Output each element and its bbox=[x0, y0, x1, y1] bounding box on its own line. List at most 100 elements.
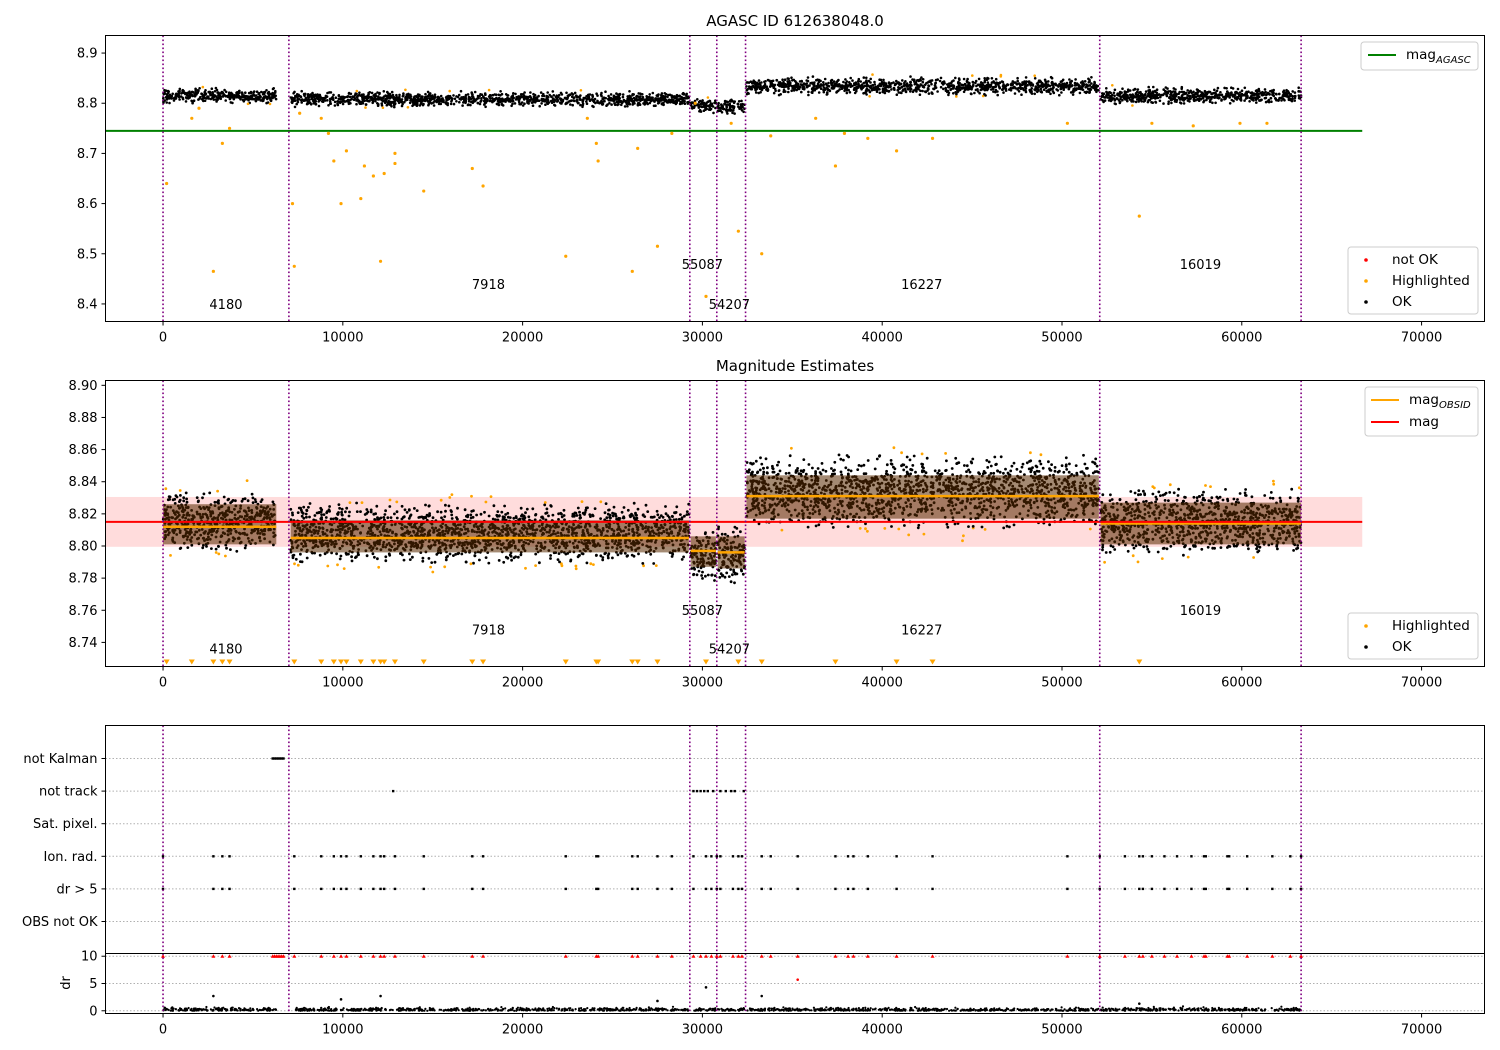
x-tick-label: 30000 bbox=[682, 331, 723, 346]
ok-point bbox=[521, 104, 525, 107]
ok-point bbox=[842, 80, 845, 84]
highlighted-point bbox=[574, 564, 578, 568]
ok-point bbox=[885, 89, 888, 93]
ok-point bbox=[568, 93, 571, 97]
ok-point bbox=[385, 97, 389, 100]
ok-point bbox=[581, 511, 585, 515]
ok-point bbox=[981, 82, 984, 85]
ok-point bbox=[328, 99, 332, 103]
ok-point bbox=[289, 507, 293, 511]
ok-point bbox=[991, 87, 995, 91]
ok-point bbox=[246, 96, 250, 99]
ok-point bbox=[313, 98, 317, 101]
ok-point bbox=[446, 102, 450, 105]
ok-point bbox=[371, 99, 375, 103]
ok-point bbox=[339, 100, 343, 104]
ok-point bbox=[1137, 95, 1141, 98]
ok-point bbox=[256, 98, 260, 101]
ok-point bbox=[500, 92, 504, 96]
ok-point bbox=[608, 101, 611, 105]
ok-point bbox=[677, 98, 680, 102]
ok-point bbox=[442, 99, 445, 102]
ok-point bbox=[1172, 93, 1175, 96]
ok-point bbox=[461, 96, 464, 100]
ok-point bbox=[1012, 86, 1015, 89]
ok-point bbox=[497, 100, 501, 104]
ok-point bbox=[317, 104, 321, 108]
ok-point bbox=[315, 511, 319, 515]
ok-point bbox=[165, 101, 168, 104]
highlighted-point bbox=[326, 564, 330, 568]
ok-point bbox=[162, 92, 166, 96]
ok-point bbox=[879, 78, 883, 82]
ok-point bbox=[832, 80, 836, 83]
ok-point bbox=[207, 97, 210, 100]
ok-point bbox=[1044, 80, 1048, 84]
ok-point bbox=[615, 100, 618, 104]
ok-point bbox=[1196, 88, 1200, 92]
ok-point bbox=[756, 85, 760, 89]
ok-point bbox=[1016, 76, 1019, 80]
ok-point bbox=[1269, 97, 1273, 100]
ok-point bbox=[549, 557, 552, 560]
ok-point bbox=[212, 98, 216, 101]
ok-point bbox=[870, 88, 874, 92]
ok-point bbox=[426, 90, 430, 94]
ok-point bbox=[1118, 101, 1122, 105]
ok-point bbox=[603, 100, 606, 103]
ok-point bbox=[1024, 90, 1028, 94]
ok-point bbox=[918, 85, 921, 88]
ok-point bbox=[1186, 89, 1189, 92]
ok-point bbox=[534, 513, 538, 516]
ok-point bbox=[336, 103, 340, 107]
ok-point bbox=[1139, 90, 1142, 94]
ok-point bbox=[1159, 95, 1162, 99]
ok-point bbox=[905, 83, 909, 87]
ok-point bbox=[607, 94, 610, 98]
ok-point bbox=[540, 98, 543, 102]
ok-point bbox=[847, 88, 850, 92]
ok-point bbox=[1274, 97, 1277, 100]
ok-point bbox=[974, 88, 978, 92]
ok-point bbox=[578, 513, 582, 517]
ok-point bbox=[614, 95, 618, 99]
ok-point bbox=[621, 93, 625, 96]
ok-point bbox=[1143, 98, 1147, 101]
ok-point bbox=[470, 100, 473, 104]
ok-point bbox=[184, 100, 188, 103]
highlighted-point bbox=[971, 74, 974, 77]
highlighted-point bbox=[393, 161, 397, 166]
ok-point bbox=[1209, 96, 1213, 99]
ok-point bbox=[530, 101, 534, 104]
ok-point bbox=[977, 77, 981, 81]
ok-point bbox=[740, 99, 743, 103]
ok-point bbox=[487, 514, 491, 518]
ok-point bbox=[444, 96, 448, 99]
ok-point bbox=[265, 89, 268, 92]
ok-point bbox=[825, 83, 828, 87]
highlighted-point bbox=[599, 500, 603, 504]
ok-point bbox=[635, 94, 639, 98]
ok-point bbox=[463, 508, 467, 512]
highlighted-point bbox=[760, 252, 764, 256]
ok-point bbox=[1271, 93, 1275, 97]
highlighted-point bbox=[290, 201, 295, 206]
ok-point bbox=[1157, 93, 1161, 96]
ok-point bbox=[549, 99, 553, 103]
ok-point bbox=[497, 103, 501, 107]
ok-point bbox=[1278, 92, 1281, 96]
ok-point bbox=[722, 107, 725, 111]
obsid-scatter-55087 bbox=[689, 96, 718, 115]
ok-point bbox=[548, 93, 551, 97]
ok-point bbox=[1040, 90, 1044, 94]
ok-point bbox=[882, 90, 886, 94]
ok-point bbox=[463, 98, 466, 102]
ok-point bbox=[396, 97, 399, 100]
ok-point bbox=[1045, 90, 1049, 93]
ok-point bbox=[1123, 96, 1127, 99]
ok-point bbox=[641, 95, 645, 99]
ok-point bbox=[714, 99, 717, 102]
ok-point bbox=[438, 96, 441, 100]
ok-point bbox=[950, 84, 953, 87]
ok-point bbox=[952, 79, 955, 82]
